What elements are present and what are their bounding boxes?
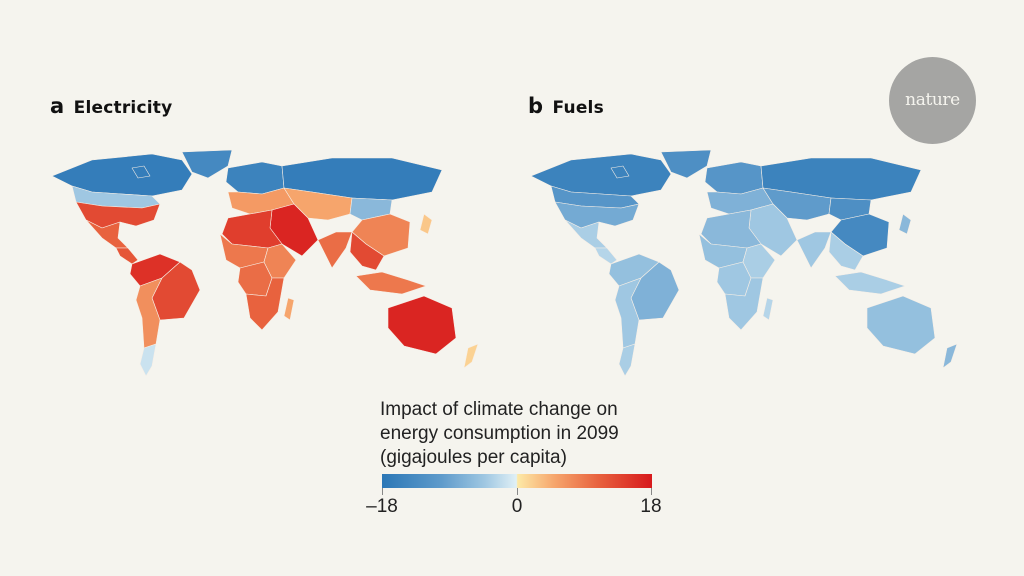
electricity-region-indonesia <box>355 271 427 295</box>
legend-title: Impact of climate change on energy consu… <box>380 398 670 470</box>
panel-b-letter: b <box>528 94 543 118</box>
tick-label-max: 18 <box>640 496 662 517</box>
fuels-region-australia <box>866 295 936 355</box>
electricity-map <box>51 149 479 377</box>
fuels-region-southeast-asia <box>828 231 864 271</box>
legend-title-line: energy consumption in 2099 <box>380 423 619 444</box>
fuels-region-southern-africa <box>724 277 764 331</box>
fuels-region-patagonia <box>618 343 636 377</box>
tick-label-mid: 0 <box>511 496 523 517</box>
tick-max <box>651 488 652 495</box>
tick-mid <box>517 488 518 495</box>
panel-b-label: b Fuels <box>528 94 604 118</box>
tick-min <box>382 488 383 495</box>
fuels-map <box>530 149 958 377</box>
electricity-region-europe-north <box>225 161 285 195</box>
legend-title-line: Impact of climate change on <box>380 399 618 420</box>
fuels-region-greenland <box>660 149 712 179</box>
fuels-region-madagascar <box>762 297 774 321</box>
fuels-region-europe-north <box>704 161 764 195</box>
electricity-region-southern-africa <box>245 277 285 331</box>
nature-logo: nature <box>889 57 976 144</box>
fuels-region-japan <box>898 213 912 235</box>
tick-label-min: –18 <box>366 496 398 517</box>
electricity-region-india <box>317 231 353 269</box>
electricity-region-greenland <box>181 149 233 179</box>
panel-a-title: Electricity <box>73 98 173 118</box>
electricity-region-madagascar <box>283 297 295 321</box>
electricity-region-patagonia <box>139 343 157 377</box>
electricity-region-australia <box>387 295 457 355</box>
fuels-region-central-america <box>594 247 618 265</box>
colorbar <box>382 474 652 488</box>
legend-title-line: (gigajoules per capita) <box>380 447 567 468</box>
legend: Impact of climate change on energy consu… <box>366 398 670 517</box>
electricity-region-new-zealand <box>463 343 479 369</box>
panel-a-label: a Electricity <box>50 94 172 118</box>
fuels-region-india <box>796 231 832 269</box>
nature-logo-text: nature <box>905 89 960 110</box>
electricity-region-mexico <box>85 219 129 249</box>
panel-a-letter: a <box>50 94 64 118</box>
panel-b-title: Fuels <box>552 98 604 118</box>
electricity-region-central-america <box>115 247 139 265</box>
electricity-region-southeast-asia <box>349 231 385 271</box>
fuels-region-indonesia <box>834 271 906 295</box>
electricity-region-japan <box>419 213 433 235</box>
fuels-region-new-zealand <box>942 343 958 369</box>
fuels-region-mexico <box>564 219 608 249</box>
